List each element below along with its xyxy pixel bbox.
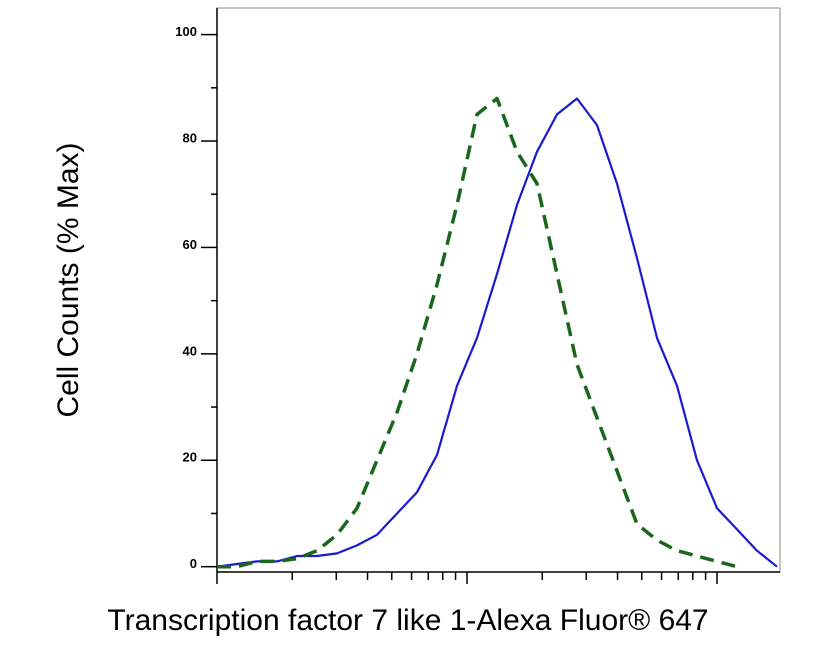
series-line — [216, 97, 778, 568]
plot-frame — [216, 7, 781, 573]
series-line — [217, 96, 738, 569]
y-tick-label: 80 — [183, 130, 197, 145]
y-tick-label: 0 — [190, 556, 197, 571]
y-tick-label: 20 — [183, 450, 197, 465]
y-tick-label: 60 — [183, 237, 197, 252]
y-tick-label: 100 — [175, 24, 197, 39]
y-axis-title: Cell Counts (% Max) — [52, 142, 85, 417]
x-axis-title: Transcription factor 7 like 1-Alexa Fluo… — [107, 604, 708, 637]
y-tick-label: 40 — [183, 343, 197, 358]
